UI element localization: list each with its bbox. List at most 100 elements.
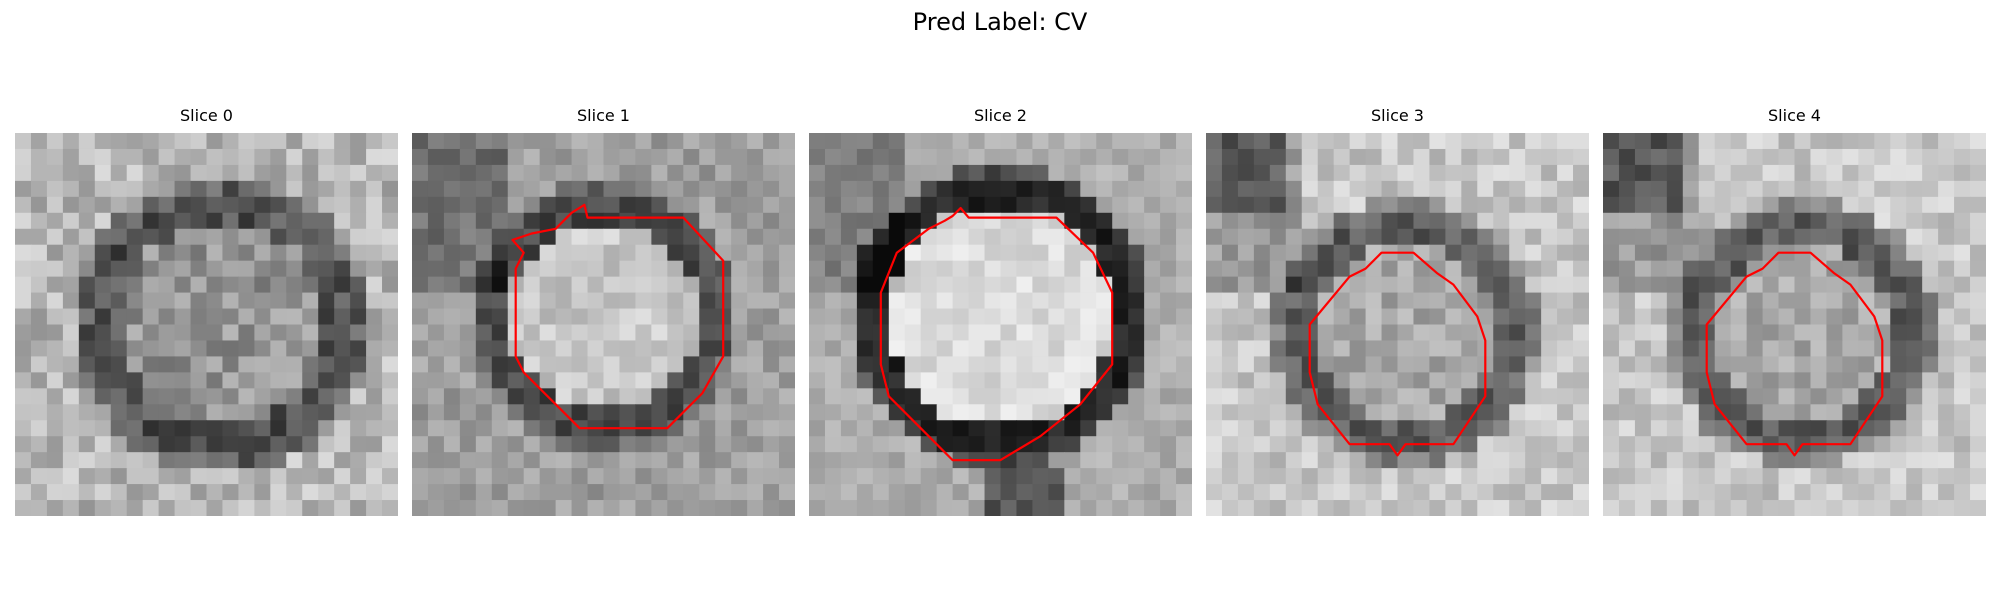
pixel [1461, 196, 1478, 214]
pixel [1874, 244, 1891, 262]
pixel [856, 260, 874, 278]
pixel [809, 404, 826, 421]
pixel [1573, 276, 1589, 294]
pixel [222, 356, 240, 373]
pixel [46, 228, 64, 246]
pixel [936, 436, 954, 453]
pixel [1890, 356, 1907, 373]
pixel [1445, 484, 1462, 501]
pixel [1080, 133, 1097, 150]
pixel [539, 260, 557, 278]
pixel [382, 212, 398, 230]
pixel [110, 308, 128, 326]
pixel [731, 212, 748, 230]
pixel [286, 260, 303, 278]
pixel [1016, 292, 1034, 310]
pixel [427, 180, 445, 198]
pixel [158, 212, 176, 230]
pixel [1493, 420, 1510, 437]
pixel [809, 276, 826, 294]
pixel [1237, 276, 1255, 294]
pixel [1176, 340, 1192, 358]
pixel [318, 133, 335, 150]
pixel [158, 484, 176, 501]
pixel [174, 324, 192, 342]
pixel [699, 468, 716, 485]
pixel [1413, 468, 1431, 485]
pixel [1317, 228, 1335, 246]
pixel [683, 404, 700, 421]
pixel [763, 164, 780, 182]
pixel [334, 212, 351, 230]
pixel [94, 212, 112, 230]
pixel [1557, 308, 1574, 326]
pixel [1954, 164, 1971, 182]
pixel [1810, 148, 1828, 166]
pixel [1666, 228, 1684, 246]
pixel [779, 436, 795, 453]
pixel [747, 148, 764, 166]
pixel [1397, 133, 1415, 150]
pixel [1810, 292, 1828, 310]
pixel [475, 500, 493, 516]
pixel [1397, 148, 1415, 166]
pixel [1429, 133, 1446, 150]
pixel [1746, 196, 1764, 214]
pixel [699, 452, 716, 469]
pixel [1112, 196, 1129, 214]
pixel [984, 228, 1002, 246]
pixel [1016, 133, 1034, 150]
pixel [1826, 228, 1843, 246]
pixel [1906, 420, 1923, 437]
pixel [872, 500, 890, 516]
pixel [1397, 404, 1415, 421]
pixel [110, 148, 128, 166]
pixel [475, 180, 493, 198]
pixel [1525, 228, 1542, 246]
pixel [587, 468, 605, 485]
pixel [1413, 260, 1431, 278]
pixel [809, 196, 826, 214]
pixel [1525, 452, 1542, 469]
pixel [1890, 212, 1907, 230]
pixel [856, 228, 874, 246]
pixel [1525, 372, 1542, 389]
pixel [779, 324, 795, 342]
pixel [904, 244, 922, 262]
pixel [1237, 452, 1255, 469]
pixel [651, 452, 668, 469]
pixel [1112, 340, 1129, 358]
pixel [1573, 164, 1589, 182]
pixel [809, 228, 826, 246]
pixel [952, 133, 970, 150]
pixel [1269, 404, 1287, 421]
pixel [1698, 292, 1716, 310]
pixel [619, 180, 637, 198]
pixel [412, 180, 429, 198]
pixel [1365, 484, 1383, 501]
pixel [94, 164, 112, 182]
pixel [174, 500, 192, 516]
pixel [1144, 404, 1161, 421]
pixel [603, 244, 621, 262]
pixel [1746, 324, 1764, 342]
pixel [1461, 468, 1478, 485]
pixel [1778, 212, 1796, 230]
pixel [507, 228, 525, 246]
pixel [1253, 340, 1271, 358]
pixel [888, 436, 906, 453]
pixel [984, 292, 1002, 310]
pixel [1714, 276, 1732, 294]
pixel [856, 133, 874, 150]
pixel [872, 436, 890, 453]
pixel [1176, 420, 1192, 437]
pixel [15, 484, 32, 501]
pixel [1794, 196, 1812, 214]
pixel [587, 276, 605, 294]
pixel [587, 148, 605, 166]
pixel [555, 292, 573, 310]
pixel [382, 260, 398, 278]
pixel [1618, 452, 1636, 469]
pixel [62, 372, 80, 389]
pixel [427, 244, 445, 262]
